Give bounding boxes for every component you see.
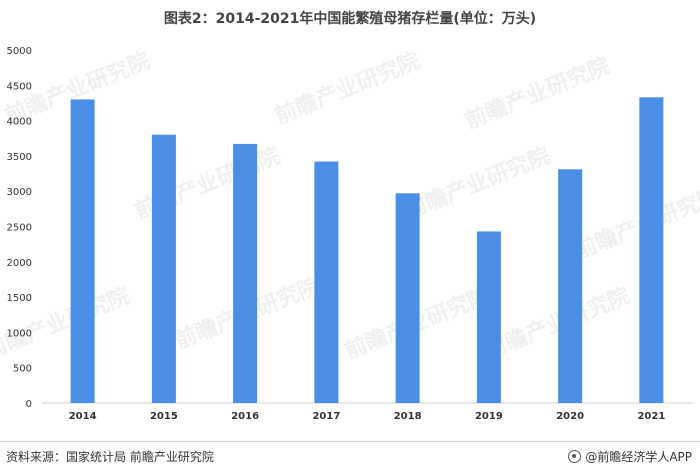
- bar-2018: [395, 193, 420, 403]
- y-tick-label: 0: [26, 399, 32, 410]
- watermark-layer: 前瞻产业研究院前瞻产业研究院前瞻产业研究院前瞻产业研究院前瞻产业研究院前瞻产业研…: [0, 48, 700, 365]
- source-text: 资料来源：国家统计局 前瞻产业研究院: [6, 450, 214, 464]
- watermark-text: 前瞻产业研究院: [401, 143, 554, 225]
- y-axis: 0 500 1000 1500 2000 2500 3000 3500 4000 4500 5000: [7, 46, 32, 410]
- chart-title: 图表2：2014-2021年中国能繁殖母猪存栏量(单位：万头): [163, 11, 537, 27]
- y-tick-label: 2000: [7, 258, 32, 269]
- x-tick-label: 2021: [637, 411, 665, 422]
- watermark-text: 前瞻产业研究院: [481, 283, 634, 365]
- x-tick-label: 2014: [69, 411, 97, 422]
- y-tick-label: 5000: [7, 46, 32, 57]
- bar-2015: [151, 134, 176, 403]
- y-tick-label: 3500: [7, 152, 32, 163]
- x-tick-label: 2019: [475, 411, 503, 422]
- x-tick-label: 2015: [150, 411, 178, 422]
- x-tick-label: 2017: [312, 411, 340, 422]
- y-tick-label: 4000: [7, 117, 32, 128]
- watermark-text: 前瞻产业研究院: [571, 183, 700, 265]
- bar-2016: [233, 143, 258, 403]
- y-tick-label: 1000: [7, 328, 32, 339]
- y-tick-label: 500: [13, 364, 32, 375]
- bar-2017: [314, 161, 339, 403]
- y-tick-label: 2500: [7, 223, 32, 234]
- bar-2014: [70, 99, 95, 404]
- brand-logo-icon: [568, 450, 582, 463]
- brand-text: @前瞻经济学人APP: [585, 450, 692, 464]
- y-tick-label: 1500: [7, 293, 32, 304]
- brand-credit: @前瞻经济学人APP: [568, 448, 692, 465]
- watermark-text: 前瞻产业研究院: [271, 48, 424, 130]
- x-axis: 2014 2015 2016 2017 2018 2019 2020 2021: [69, 411, 666, 422]
- bar-chart: 前瞻产业研究院前瞻产业研究院前瞻产业研究院前瞻产业研究院前瞻产业研究院前瞻产业研…: [0, 46, 700, 422]
- x-tick-label: 2020: [556, 411, 584, 422]
- footer-divider: [0, 441, 700, 442]
- bar-2020: [558, 169, 583, 403]
- y-tick-label: 4500: [7, 81, 32, 92]
- y-tick-label: 3000: [7, 187, 32, 198]
- x-tick-label: 2018: [394, 411, 422, 422]
- watermark-text: 前瞻产业研究院: [461, 53, 614, 135]
- bars: [70, 97, 664, 404]
- bar-2019: [476, 231, 501, 403]
- bar-2021: [639, 97, 664, 403]
- x-tick-label: 2016: [231, 411, 259, 422]
